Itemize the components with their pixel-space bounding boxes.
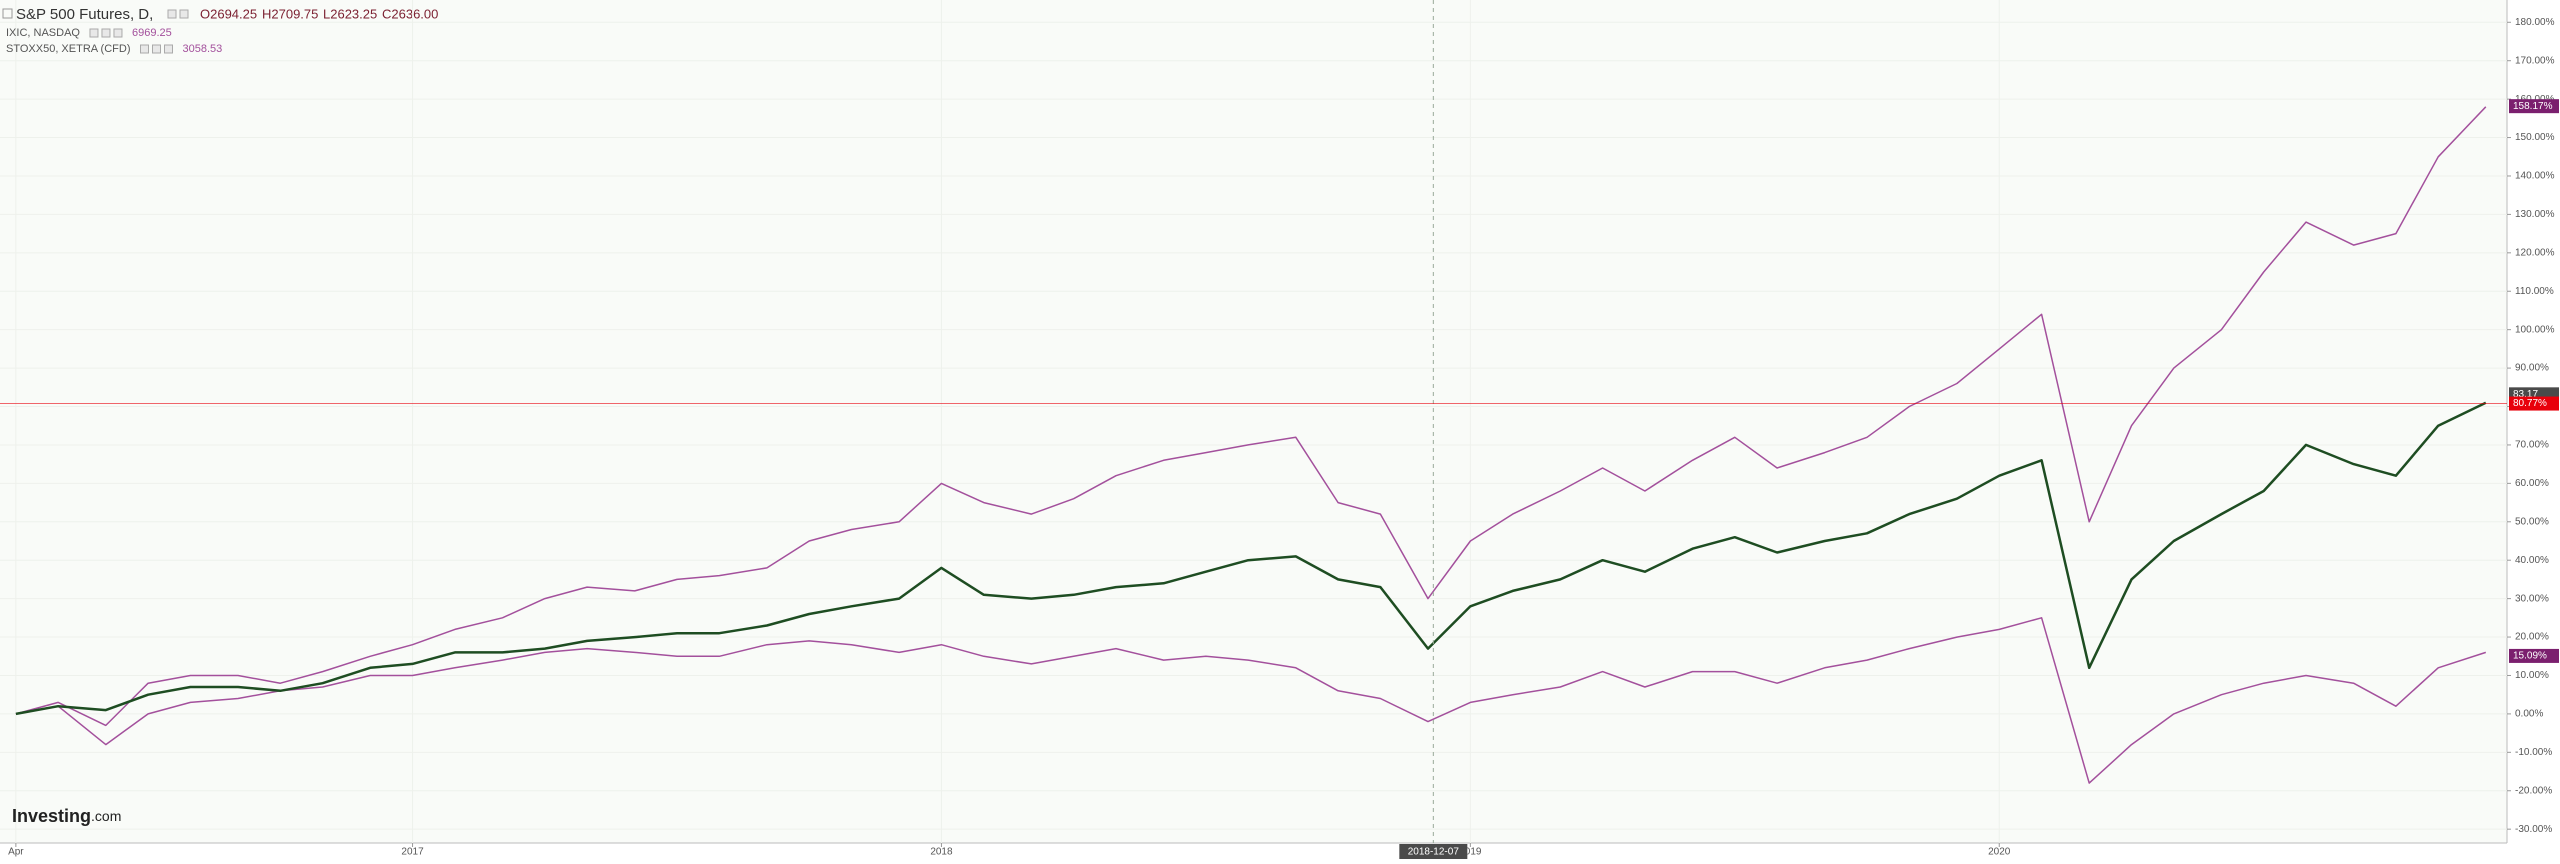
y-tick-label: 170.00% bbox=[2515, 55, 2555, 66]
icon[interactable] bbox=[89, 28, 99, 38]
y-tick-label: -30.00% bbox=[2515, 824, 2552, 835]
legend-value: 3058.53 bbox=[183, 43, 223, 55]
series-line bbox=[15, 106, 2487, 727]
legend-name: STOXX50, XETRA (CFD) bbox=[6, 43, 131, 55]
y-tick-label: 20.00% bbox=[2515, 632, 2549, 643]
logo-main: Investing bbox=[12, 806, 91, 826]
ohlc: C2636.00 bbox=[382, 6, 438, 21]
x-tick-label: Apr bbox=[8, 847, 24, 858]
plot-area bbox=[0, 0, 2507, 843]
y-tick-label: 50.00% bbox=[2515, 516, 2549, 527]
ohlc: O2694.25 bbox=[200, 6, 257, 21]
x-tick-label: 2017 bbox=[401, 847, 424, 858]
icon[interactable] bbox=[140, 44, 149, 54]
x-tick-label: 2019 bbox=[1459, 847, 1482, 858]
price-badge-label: 83.17 bbox=[2513, 389, 2538, 400]
y-tick-label: -10.00% bbox=[2515, 747, 2552, 758]
y-tick-label: -20.00% bbox=[2515, 785, 2552, 796]
icon[interactable] bbox=[179, 9, 189, 19]
x-tick-label: 2020 bbox=[1988, 847, 2011, 858]
y-tick-label: 150.00% bbox=[2515, 132, 2555, 143]
crosshair-label: 2018-12-07 bbox=[1408, 847, 1460, 858]
icon[interactable] bbox=[167, 9, 177, 19]
y-tick-label: 70.00% bbox=[2515, 440, 2549, 451]
y-tick-label: 120.00% bbox=[2515, 247, 2555, 258]
y-tick-label: 180.00% bbox=[2515, 17, 2555, 28]
legend-value: 6969.25 bbox=[132, 27, 172, 39]
x-axis-panel bbox=[0, 843, 2560, 859]
series-line bbox=[15, 401, 2487, 716]
icon[interactable] bbox=[113, 28, 123, 38]
y-tick-label: 30.00% bbox=[2515, 593, 2549, 604]
y-tick-label: 10.00% bbox=[2515, 670, 2549, 681]
y-tick-label: 140.00% bbox=[2515, 171, 2555, 182]
price-badge bbox=[2509, 648, 2559, 663]
collapse-icon[interactable] bbox=[2, 8, 13, 19]
price-badge bbox=[2509, 99, 2559, 114]
ohlc: L2623.25 bbox=[323, 6, 377, 21]
y-tick-label: 40.00% bbox=[2515, 555, 2549, 566]
series-line bbox=[15, 617, 2487, 784]
y-tick-label: 90.00% bbox=[2515, 363, 2549, 374]
price-badge-label: 15.09% bbox=[2513, 651, 2547, 662]
legend: S&P 500 Futures, D, O2694.25 H2709.75 L2… bbox=[2, 6, 438, 23]
icon[interactable] bbox=[164, 44, 173, 54]
logo-domain: .com bbox=[91, 808, 121, 824]
legend-title: S&P 500 Futures, D, bbox=[16, 6, 153, 23]
price-badge-label: 80.77% bbox=[2513, 398, 2547, 409]
y-tick-label: 0.00% bbox=[2515, 709, 2543, 720]
y-tick-label: 130.00% bbox=[2515, 209, 2555, 220]
crosshair-label-bg bbox=[1399, 844, 1468, 859]
x-tick-label: 2018 bbox=[930, 847, 953, 858]
logo: Investing.com bbox=[12, 806, 121, 826]
y-tick-label: 100.00% bbox=[2515, 324, 2555, 335]
price-badge bbox=[2509, 396, 2559, 411]
icon[interactable] bbox=[101, 28, 111, 38]
y-axis-panel bbox=[2507, 0, 2560, 859]
y-tick-label: 60.00% bbox=[2515, 478, 2549, 489]
price-badge-label: 158.17% bbox=[2513, 101, 2553, 112]
ohlc: H2709.75 bbox=[262, 6, 318, 21]
icon[interactable] bbox=[152, 44, 161, 54]
legend-name: IXIC, NASDAQ bbox=[6, 27, 80, 39]
y-tick-label: 110.00% bbox=[2515, 286, 2554, 297]
